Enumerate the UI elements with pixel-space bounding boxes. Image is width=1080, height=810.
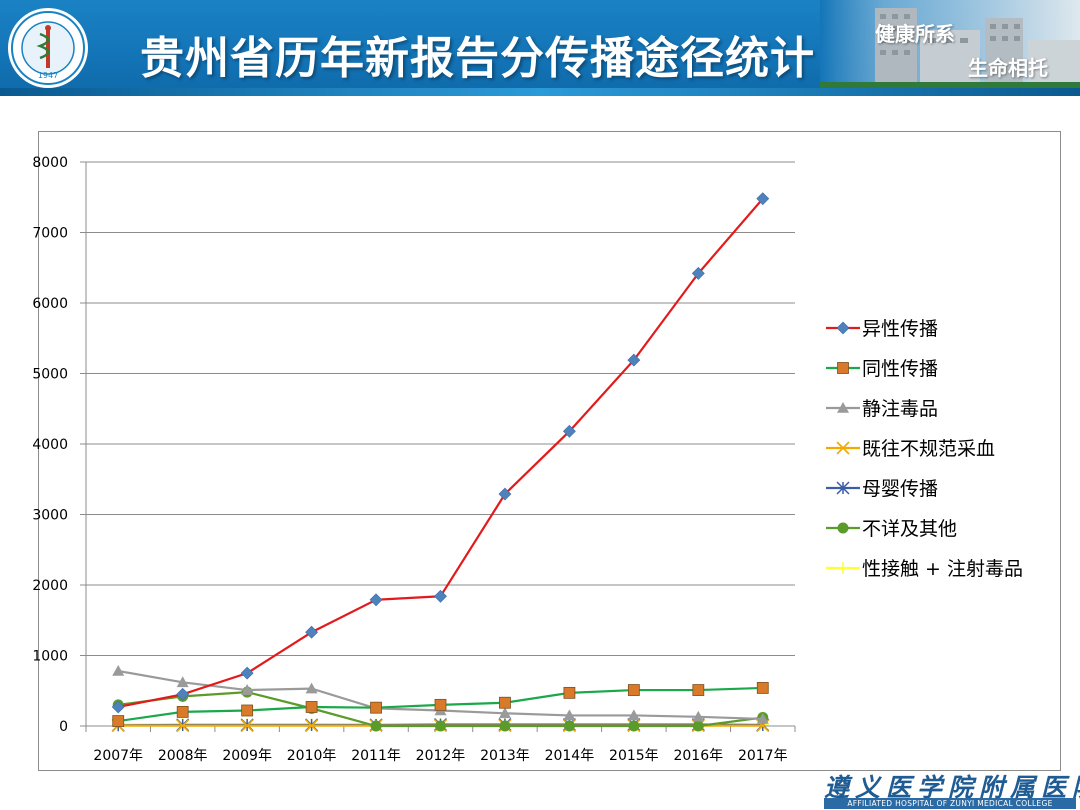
legend-marker [837, 402, 849, 413]
legend-marker [837, 522, 849, 534]
x-tick-label: 2014年 [545, 748, 595, 764]
x-tick-label: 2010年 [287, 748, 337, 764]
legend-label: 母婴传播 [862, 478, 938, 500]
x-tick-label: 2013年 [480, 748, 530, 764]
x-tick-label: 2016年 [673, 748, 723, 764]
legend-label: 不详及其他 [862, 518, 957, 540]
data-point-series-3 [627, 709, 640, 721]
data-point-series-2 [241, 704, 254, 717]
data-point-series-4 [176, 719, 190, 733]
data-point-series-6 [563, 720, 575, 732]
legend-marker [836, 441, 850, 455]
data-point-series-1 [240, 666, 254, 680]
x-tick-label: 2009年 [222, 748, 272, 764]
data-point-series-3 [692, 710, 705, 722]
legend-label: 同性传播 [862, 358, 938, 380]
data-point-series-3 [498, 707, 511, 719]
legend-label: 静注毒品 [862, 398, 938, 420]
data-point-series-1 [627, 353, 641, 367]
slogan-line-1: 健康所系 [875, 22, 955, 46]
header-banner: 1947 贵州省历年新报告分传播途径统计 健康所系 生命相托 [0, 0, 1080, 96]
data-point-series-2 [176, 706, 189, 718]
legend-marker [836, 321, 850, 335]
data-point-series-1 [756, 192, 770, 206]
legend-label: 性接触 + 注射毒品 [862, 558, 1023, 580]
data-point-series-1 [434, 589, 447, 603]
data-point-series-2 [563, 686, 576, 699]
data-point-series-1 [176, 687, 190, 701]
footer-hospital-name: 遵义医学院附属医院 [824, 773, 1080, 802]
logo-year: 1947 [38, 71, 58, 80]
data-point-series-2 [112, 715, 125, 727]
y-tick-label: 1000 [32, 649, 68, 665]
y-tick-label: 3000 [32, 508, 68, 524]
header-stripe [0, 88, 1080, 96]
data-point-series-1 [562, 424, 576, 438]
data-point-series-2 [756, 682, 769, 694]
data-point-series-3 [241, 684, 254, 695]
x-tick-label: 2017年 [738, 748, 788, 764]
footer-hospital-name-en: AFFILIATED HOSPITAL OF ZUNYI MEDICAL COL… [824, 798, 1076, 809]
page-title: 贵州省历年新报告分传播途径统计 [140, 33, 815, 84]
legend-label: 异性传播 [862, 318, 938, 340]
data-point-series-3 [176, 676, 189, 688]
data-point-series-2 [370, 701, 382, 714]
y-tick-label: 6000 [32, 296, 68, 312]
x-tick-label: 2015年 [609, 748, 659, 764]
data-point-series-6 [435, 720, 446, 732]
series-line-1 [118, 197, 764, 709]
data-point-series-2 [434, 698, 447, 711]
data-point-series-3 [756, 712, 769, 724]
legend-marker [837, 562, 849, 574]
data-point-series-6 [692, 720, 704, 732]
data-point-series-2 [627, 684, 640, 696]
data-point-series-2 [499, 696, 511, 709]
x-tick-label: 2011年 [351, 748, 401, 764]
data-point-series-1 [369, 593, 383, 607]
x-tick-label: 2007年 [93, 748, 143, 764]
slogan-line-2: 生命相托 [968, 56, 1048, 80]
legend-marker [836, 481, 850, 495]
data-point-series-6 [628, 720, 640, 732]
data-point-series-4 [305, 719, 319, 733]
data-point-series-6 [499, 720, 511, 732]
y-tick-label: 8000 [32, 155, 68, 171]
y-tick-label: 0 [59, 719, 68, 735]
data-point-series-6 [370, 720, 382, 732]
y-tick-label: 7000 [32, 226, 68, 242]
data-point-series-2 [692, 684, 705, 696]
y-tick-label: 4000 [32, 437, 68, 453]
legend-marker [837, 362, 849, 374]
data-point-series-1 [498, 487, 512, 501]
x-tick-label: 2012年 [416, 748, 466, 764]
data-point-series-3 [112, 665, 125, 676]
legend-label: 既往不规范采血 [862, 438, 995, 460]
y-tick-label: 5000 [32, 367, 68, 383]
data-point-series-1 [111, 700, 125, 714]
data-point-series-1 [691, 266, 705, 280]
data-point-series-1 [305, 625, 319, 639]
x-tick-label: 2008年 [158, 748, 208, 764]
y-tick-label: 2000 [32, 578, 68, 594]
hospital-logo-icon: 1947 [8, 8, 88, 88]
data-point-series-3 [563, 709, 576, 721]
data-point-series-4 [240, 719, 254, 733]
data-point-series-3 [305, 682, 318, 694]
data-point-series-2 [305, 701, 318, 713]
